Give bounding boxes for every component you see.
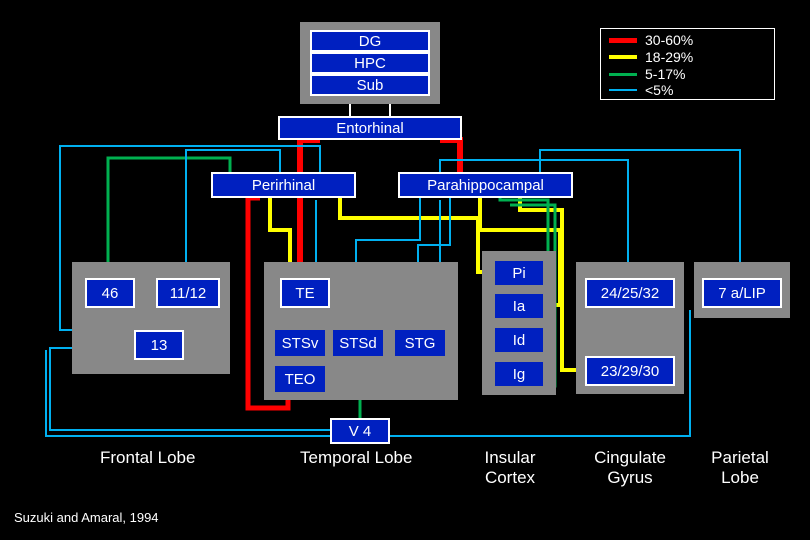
node-ig: Ig	[495, 362, 543, 386]
node-sub: Sub	[310, 74, 430, 96]
legend-label-0: 30-60%	[645, 32, 693, 48]
node-7alip: 7 a/LIP	[702, 278, 782, 308]
node-ia: Ia	[495, 294, 543, 318]
citation: Suzuki and Amaral, 1994	[14, 510, 159, 525]
node-46: 46	[85, 278, 135, 308]
node-dg: DG	[310, 30, 430, 52]
node-stsv: STSv	[275, 330, 325, 356]
legend-label-3: <5%	[645, 82, 673, 98]
node-perirhinal: Perirhinal	[211, 172, 356, 198]
legend-swatch-0	[609, 38, 637, 43]
node-stg: STG	[395, 330, 445, 356]
legend-item-0: 30-60%	[609, 32, 693, 48]
node-entorhinal: Entorhinal	[278, 116, 462, 140]
legend-swatch-1	[609, 55, 637, 59]
legend-swatch-2	[609, 73, 637, 76]
label-frontal: Frontal Lobe	[100, 448, 195, 468]
legend-swatch-3	[609, 89, 637, 91]
label-parietal: ParietalLobe	[700, 448, 780, 488]
label-cingulate: CingulateGyrus	[585, 448, 675, 488]
node-id: Id	[495, 328, 543, 352]
node-parahippocampal: Parahippocampal	[398, 172, 573, 198]
node-cing2: 23/29/30	[585, 356, 675, 386]
node-teo: TEO	[275, 366, 325, 392]
node-te: TE	[280, 278, 330, 308]
node-v4: V 4	[330, 418, 390, 444]
legend-item-3: <5%	[609, 82, 673, 98]
label-temporal: Temporal Lobe	[300, 448, 412, 468]
node-13: 13	[134, 330, 184, 360]
legend: 30-60% 18-29% 5-17% <5%	[600, 28, 775, 100]
node-1112: 11/12	[156, 278, 220, 308]
node-stsd: STSd	[333, 330, 383, 356]
legend-item-1: 18-29%	[609, 49, 693, 65]
node-pi: Pi	[495, 261, 543, 285]
label-insular: InsularCortex	[470, 448, 550, 488]
legend-label-2: 5-17%	[645, 66, 685, 82]
node-hpc: HPC	[310, 52, 430, 74]
legend-item-2: 5-17%	[609, 66, 685, 82]
node-cing1: 24/25/32	[585, 278, 675, 308]
legend-label-1: 18-29%	[645, 49, 693, 65]
